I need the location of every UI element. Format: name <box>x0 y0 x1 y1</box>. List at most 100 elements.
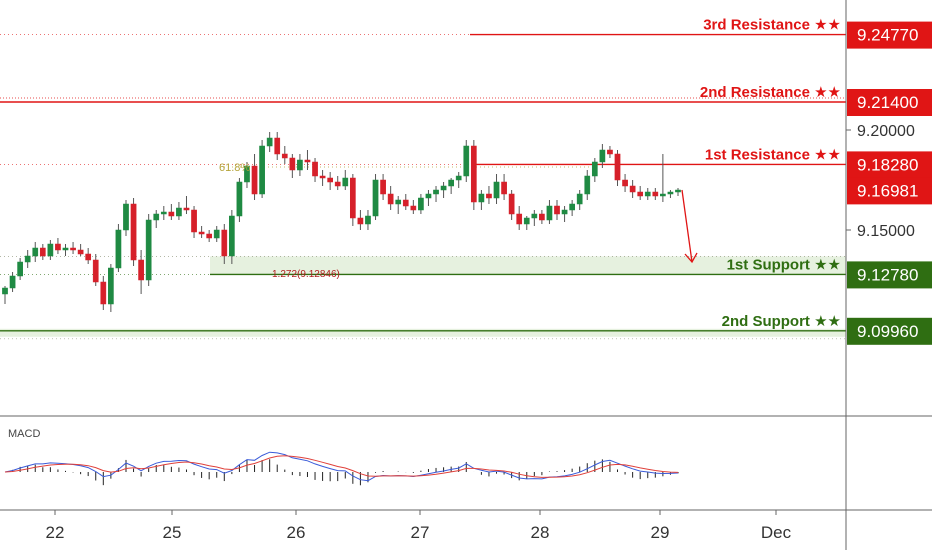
candle-18 <box>138 250 144 294</box>
current-price-tag <box>847 177 932 205</box>
price-tag-value-4: 9.12780 <box>857 265 918 284</box>
candle-65 <box>493 174 500 204</box>
price-tag-value-1: 9.24770 <box>857 26 918 45</box>
candle-45 <box>342 170 349 190</box>
candlestick-series <box>2 132 681 312</box>
candle-54 <box>410 200 417 214</box>
candle-10 <box>77 244 84 256</box>
candle-71 <box>539 210 545 224</box>
fib-retracement-label: 61.8% <box>219 162 250 174</box>
candle-29 <box>221 224 228 264</box>
x-tick-label: 22 <box>46 523 65 542</box>
candle-75 <box>569 200 575 216</box>
x-tick-label: Dec <box>761 523 792 542</box>
candle-35 <box>266 132 273 152</box>
candle-20 <box>153 210 160 228</box>
candle-44 <box>334 176 341 190</box>
x-tick-label: 28 <box>531 523 550 542</box>
candle-74 <box>561 206 568 222</box>
candle-57 <box>433 186 439 202</box>
candle-61 <box>463 140 470 182</box>
candle-26 <box>198 226 205 238</box>
candle-70 <box>531 210 538 226</box>
candle-1 <box>9 272 16 292</box>
macd-panel: MACD0.00000 <box>4 428 915 486</box>
candle-60 <box>455 172 462 188</box>
candle-0 <box>2 286 8 304</box>
candle-82 <box>622 174 628 192</box>
level-label-3: 1st Resistance ★★ <box>705 146 841 163</box>
candle-68 <box>516 206 523 230</box>
candle-59 <box>448 178 454 194</box>
candle-38 <box>289 154 296 178</box>
candle-69 <box>523 216 530 230</box>
candle-86 <box>652 188 659 200</box>
y-tick-label: 9.20000 <box>857 123 915 140</box>
x-tick-label: 27 <box>411 523 430 542</box>
price-tag-value-5: 9.09960 <box>857 322 918 341</box>
candle-28 <box>213 226 220 242</box>
candle-62 <box>470 140 477 210</box>
price-tag-3 <box>847 151 932 179</box>
candle-33 <box>251 154 258 200</box>
candle-58 <box>440 182 447 198</box>
candle-73 <box>554 200 560 220</box>
candle-24 <box>183 196 190 214</box>
candle-12 <box>92 254 99 286</box>
candle-64 <box>486 186 492 204</box>
candle-51 <box>387 186 394 210</box>
macd-label: MACD <box>8 428 40 440</box>
x-tick-label: 26 <box>287 523 306 542</box>
candle-39 <box>297 154 303 176</box>
candle-87 <box>660 154 666 202</box>
candle-16 <box>123 200 129 236</box>
candle-17 <box>130 198 137 266</box>
candle-36 <box>274 132 281 160</box>
candle-89 <box>675 188 681 196</box>
price-tag-1 <box>847 21 932 49</box>
candle-37 <box>281 146 288 164</box>
level-label-2: 2nd Resistance ★★ <box>700 84 841 101</box>
candle-6 <box>47 240 54 260</box>
candle-85 <box>644 188 651 200</box>
macd-line <box>4 451 679 482</box>
x-tick-label: 29 <box>651 523 670 542</box>
candle-8 <box>62 244 69 256</box>
candle-55 <box>418 194 424 214</box>
candle-83 <box>629 180 636 198</box>
fib-extension-label: 1.272(9.12846) <box>272 269 340 280</box>
candle-4 <box>32 242 39 262</box>
candle-14 <box>108 264 114 312</box>
candle-25 <box>191 206 197 238</box>
price-tag-value-3: 9.18280 <box>857 155 918 174</box>
candle-30 <box>229 210 235 264</box>
candle-77 <box>584 170 591 200</box>
candle-31 <box>236 178 243 222</box>
candle-49 <box>372 174 379 220</box>
candle-21 <box>160 206 167 220</box>
candle-80 <box>607 146 613 158</box>
candle-67 <box>508 190 515 220</box>
candle-66 <box>501 174 507 200</box>
candle-2 <box>17 258 23 280</box>
candle-3 <box>24 250 31 268</box>
candle-47 <box>357 210 364 230</box>
candle-88 <box>667 190 674 198</box>
candle-43 <box>327 172 334 190</box>
candle-5 <box>39 244 46 260</box>
candle-9 <box>70 242 76 254</box>
price-tag-4 <box>847 261 932 289</box>
candle-56 <box>425 190 432 206</box>
current-price-value: 9.16981 <box>857 181 918 200</box>
candle-11 <box>85 248 92 264</box>
candle-40 <box>304 150 311 170</box>
signal-line <box>4 455 679 478</box>
candle-53 <box>402 194 409 210</box>
candle-19 <box>145 214 152 286</box>
candle-63 <box>478 190 485 210</box>
candle-32 <box>244 162 250 188</box>
y-tick-label: 9.15000 <box>857 223 915 240</box>
candle-48 <box>365 210 371 230</box>
candle-84 <box>637 186 644 200</box>
